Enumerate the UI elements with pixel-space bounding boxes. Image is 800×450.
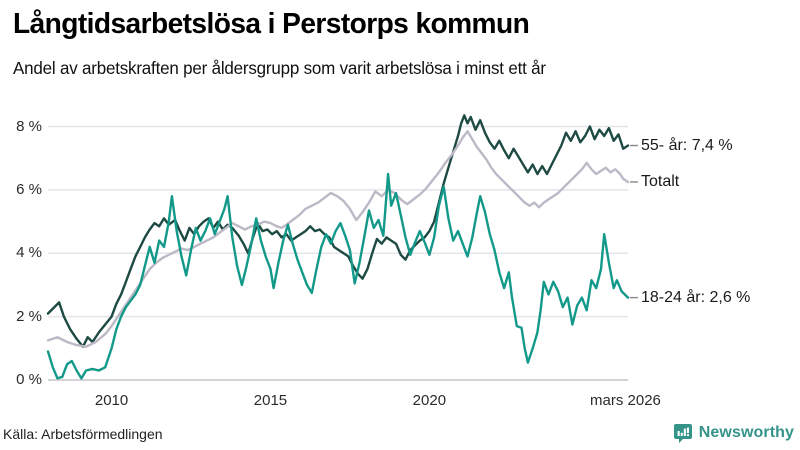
- series-end-label: Totalt: [641, 172, 680, 190]
- chart-title: Långtidsarbetslösa i Perstorps kommun: [13, 8, 530, 40]
- series-line-Totalt: [46, 130, 630, 348]
- newsworthy-wordmark: Newsworthy: [698, 424, 794, 441]
- series-line-18-24r: [46, 172, 630, 380]
- x-axis-tick-label: 2010: [94, 392, 129, 409]
- y-axis-tick-label: 8 %: [16, 117, 42, 135]
- y-axis-tick-label: 4 %: [16, 244, 42, 262]
- x-axis-tick-label: mars 2026: [590, 392, 661, 409]
- source-note: Källa: Arbetsförmedlingen: [3, 426, 163, 442]
- y-axis-tick-label: 2 %: [16, 307, 42, 325]
- x-axis-tick-label: 2020: [412, 392, 447, 409]
- newsworthy-bubble-barchart-icon: [673, 424, 692, 443]
- newsworthy-logo: Newsworthy: [673, 423, 794, 443]
- y-axis-tick-label: 0 %: [16, 371, 42, 388]
- series-line-55-r: [46, 114, 630, 348]
- series-end-label: 18-24 år: 2,6 %: [641, 288, 751, 306]
- y-axis-tick-label: 6 %: [16, 180, 42, 198]
- chart-subtitle: Andel av arbetskraften per åldersgrupp s…: [13, 58, 546, 78]
- x-axis-tick-label: 2015: [253, 392, 288, 409]
- series-end-label: 55- år: 7,4 %: [641, 136, 733, 154]
